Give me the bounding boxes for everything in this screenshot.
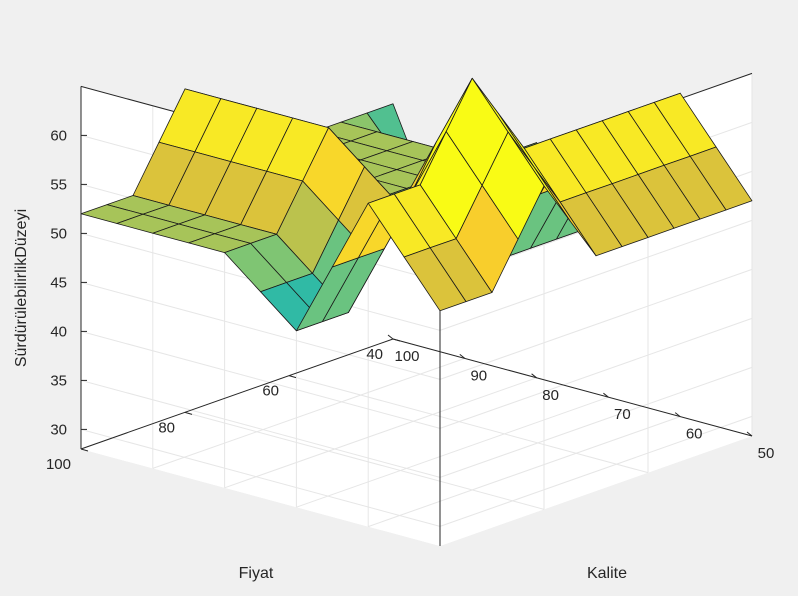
- fiyat-tick: [184, 411, 193, 415]
- kalite-tick-label: 80: [542, 387, 559, 404]
- gridline: [296, 396, 609, 508]
- z-tick-label: 50: [50, 225, 67, 242]
- kalite-tick-label: 70: [614, 406, 631, 423]
- kalite-tick: [603, 392, 609, 398]
- gridline: [439, 415, 753, 527]
- kalite-tick: [387, 334, 394, 340]
- gridline: [368, 416, 681, 528]
- gridline: [439, 366, 753, 478]
- z-axis-label: SürdürülebilirlikDüzeyi: [13, 209, 30, 367]
- z-tick-label: 45: [50, 274, 67, 291]
- z-tick-label: 35: [50, 372, 67, 389]
- fiyat-tick-label: 40: [366, 346, 383, 363]
- gridline: [224, 377, 537, 489]
- gridline: [439, 219, 753, 331]
- gridline: [80, 379, 441, 478]
- gridline: [80, 428, 441, 527]
- kalite-tick-label: 100: [394, 348, 419, 365]
- z-tick-label: 40: [50, 323, 67, 340]
- surface: [80, 77, 753, 332]
- kalite-tick: [746, 431, 753, 437]
- gridline: [288, 375, 649, 474]
- gridline: [439, 268, 753, 380]
- surface-facet: [403, 247, 467, 312]
- z-tick-label: 60: [50, 127, 67, 144]
- z-tick-label: 30: [50, 421, 67, 438]
- gridline: [184, 411, 545, 510]
- fiyat-tick: [288, 375, 297, 379]
- fiyat-tick-label: 100: [46, 456, 71, 473]
- fiyat-tick: [392, 338, 401, 342]
- kalite-tick: [531, 373, 537, 379]
- kalite-tick: [459, 354, 466, 359]
- x-axis-label: Kalite: [587, 565, 627, 582]
- kalite-axis-line: [392, 338, 753, 437]
- gridline: [80, 281, 441, 380]
- kalite-tick: [674, 412, 681, 417]
- kalite-tick-label: 90: [470, 367, 487, 384]
- gridline: [80, 330, 441, 429]
- gridline: [152, 357, 465, 469]
- z-tick-label: 55: [50, 176, 67, 193]
- fiyat-axis-line: [80, 338, 394, 450]
- fiyat-tick: [80, 448, 89, 452]
- kalite-tick-label: 50: [758, 445, 775, 462]
- fiyat-tick-label: 60: [262, 383, 279, 400]
- fiyat-tick-label: 80: [158, 419, 175, 436]
- y-axis-label: Fiyat: [239, 565, 274, 582]
- tick-labels: 50 60 70 80 90 100 40 60 80 100 30 35 40 45 50 55 60: [46, 127, 774, 473]
- kalite-tick-label: 60: [686, 426, 703, 443]
- gridline: [439, 317, 753, 429]
- axes-edges: [80, 86, 753, 450]
